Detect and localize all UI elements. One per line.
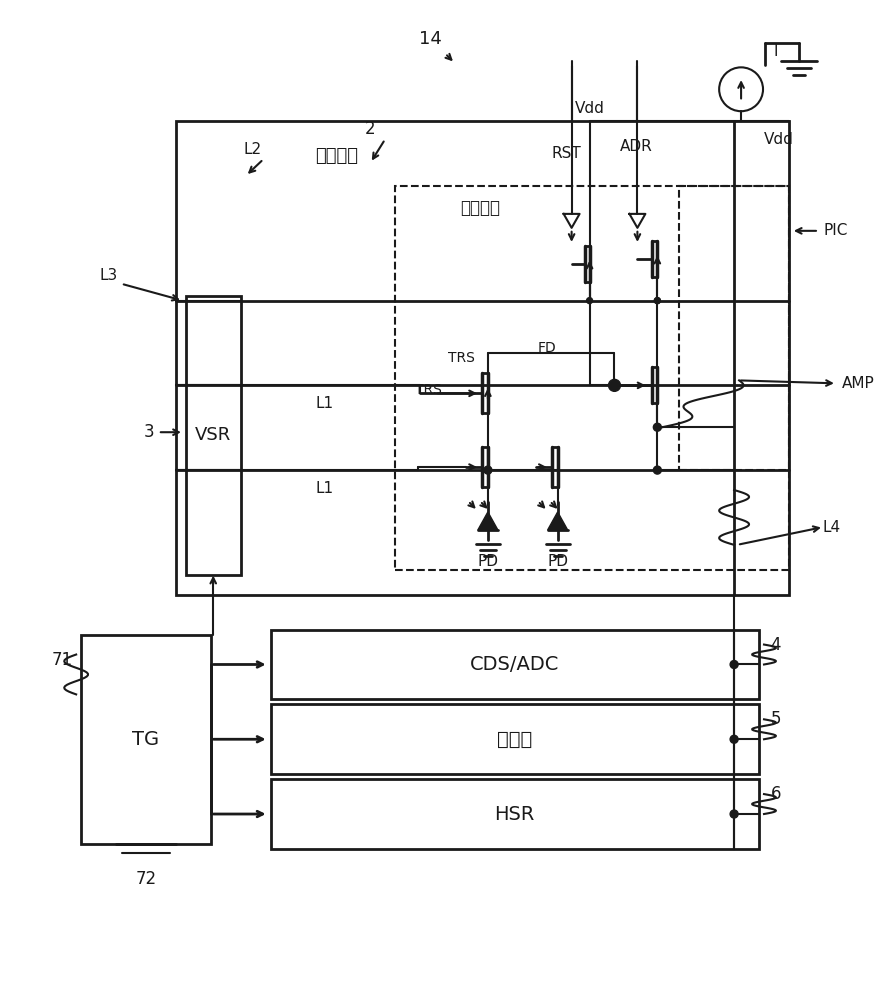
Text: 单位像素: 单位像素 bbox=[460, 199, 500, 217]
Text: 3: 3 bbox=[144, 423, 155, 441]
Text: TRS: TRS bbox=[448, 351, 475, 365]
Text: PD: PD bbox=[547, 554, 568, 569]
Text: 像素阵列: 像素阵列 bbox=[315, 147, 358, 165]
Text: Vdd: Vdd bbox=[574, 101, 605, 116]
Text: 72: 72 bbox=[135, 870, 157, 888]
Text: 4: 4 bbox=[771, 636, 781, 654]
Text: AMP: AMP bbox=[841, 376, 874, 391]
Bar bbox=[271, 704, 759, 774]
Text: Vdd: Vdd bbox=[764, 132, 794, 147]
Circle shape bbox=[730, 735, 738, 743]
Circle shape bbox=[653, 423, 661, 431]
Text: CDS/ADC: CDS/ADC bbox=[470, 655, 559, 674]
Bar bbox=[395, 186, 789, 570]
Text: PD: PD bbox=[478, 554, 498, 569]
Text: HSR: HSR bbox=[495, 805, 535, 824]
Text: 2: 2 bbox=[365, 120, 375, 138]
Text: 存储器: 存储器 bbox=[497, 730, 532, 749]
Bar bbox=[679, 186, 789, 470]
Circle shape bbox=[484, 466, 492, 474]
Bar bbox=[271, 630, 759, 699]
Text: 6: 6 bbox=[771, 785, 781, 803]
Circle shape bbox=[730, 810, 738, 818]
Text: L1: L1 bbox=[315, 481, 333, 496]
Text: VSR: VSR bbox=[195, 426, 231, 444]
Text: 14: 14 bbox=[418, 30, 442, 48]
Bar bbox=[185, 296, 241, 575]
Text: TRS: TRS bbox=[415, 383, 442, 397]
Text: 71: 71 bbox=[52, 651, 73, 669]
Polygon shape bbox=[478, 512, 498, 530]
Circle shape bbox=[587, 298, 592, 304]
Polygon shape bbox=[547, 512, 568, 530]
Text: I: I bbox=[774, 44, 779, 59]
Circle shape bbox=[730, 661, 738, 668]
Text: ADR: ADR bbox=[620, 139, 653, 154]
Bar bbox=[176, 121, 789, 595]
Text: L2: L2 bbox=[244, 142, 262, 157]
Text: FD: FD bbox=[538, 341, 556, 355]
Bar bbox=[82, 635, 211, 844]
Text: RST: RST bbox=[552, 146, 582, 161]
Text: TG: TG bbox=[133, 730, 159, 749]
Circle shape bbox=[654, 298, 660, 304]
Circle shape bbox=[608, 379, 620, 391]
Text: L1: L1 bbox=[315, 396, 333, 411]
Text: PIC: PIC bbox=[823, 223, 849, 238]
Bar bbox=[271, 779, 759, 849]
Text: 5: 5 bbox=[771, 710, 781, 728]
Text: L3: L3 bbox=[100, 268, 118, 283]
Text: L4: L4 bbox=[823, 520, 840, 535]
Circle shape bbox=[653, 466, 661, 474]
Circle shape bbox=[654, 298, 660, 304]
